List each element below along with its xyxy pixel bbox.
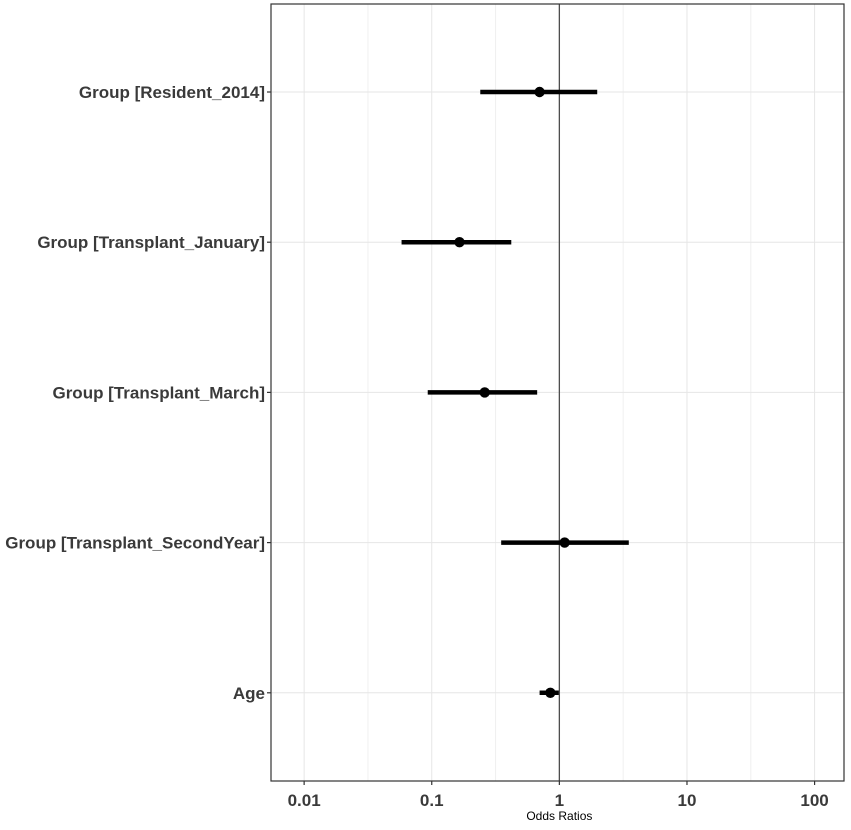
y-axis-term-label: Group [Transplant_March]	[52, 383, 265, 402]
x-axis-tick-label: 10	[678, 791, 697, 810]
x-axis-tick-label: 100	[800, 791, 828, 810]
estimate-point	[559, 537, 570, 548]
y-axis-term-label: Group [Transplant_SecondYear]	[5, 534, 265, 553]
y-axis-labels: Group [Resident_2014] Group [Transplant_J…	[5, 83, 271, 703]
x-axis-title: Odds Ratios	[526, 809, 592, 823]
y-axis-term-label: Age	[233, 684, 265, 703]
estimate-point	[479, 387, 490, 398]
y-axis-term-label: Group [Resident_2014]	[79, 83, 265, 102]
x-axis-tick-label: 0.1	[420, 791, 444, 810]
x-axis-tick-label: 1	[555, 791, 564, 810]
y-axis-term-label: Group [Transplant_January]	[37, 233, 265, 252]
estimate-point	[534, 86, 545, 98]
grid-lines	[271, 4, 844, 781]
estimate-point	[545, 687, 556, 698]
data-marks	[401, 86, 629, 698]
x-axis-tick-label: 0.01	[288, 791, 321, 810]
estimate-point	[454, 237, 465, 248]
x-axis-ticks: 0.01 0.1 1 10 100	[288, 781, 829, 810]
